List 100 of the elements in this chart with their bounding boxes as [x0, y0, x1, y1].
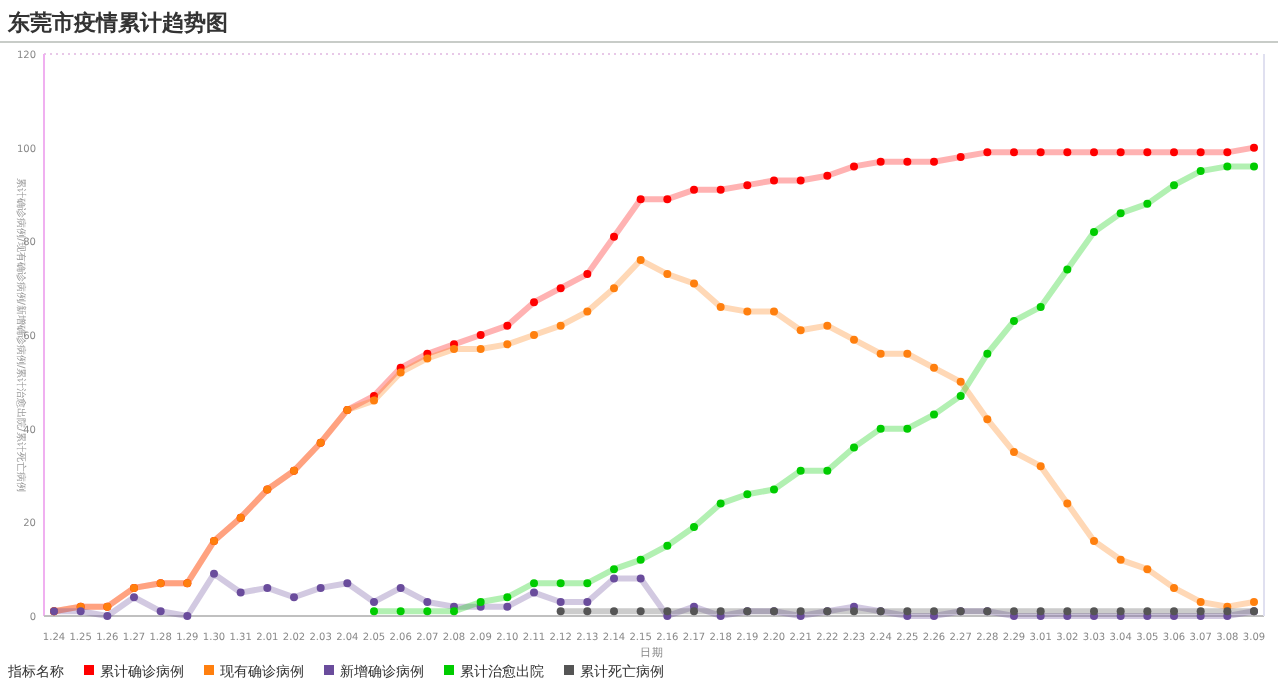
point [76, 607, 85, 616]
point [690, 185, 698, 194]
point [1036, 302, 1045, 311]
point [1143, 148, 1152, 157]
point [316, 583, 325, 592]
point [690, 607, 698, 616]
point [770, 485, 778, 494]
point [716, 499, 725, 508]
point [583, 307, 592, 316]
point [236, 588, 245, 597]
point [556, 597, 565, 606]
point [556, 579, 565, 588]
point [583, 597, 592, 606]
point [1036, 607, 1045, 616]
point [210, 569, 218, 578]
point [370, 396, 378, 405]
point [503, 602, 512, 611]
point [1090, 227, 1098, 236]
point [930, 607, 938, 616]
point [450, 345, 458, 354]
point [903, 349, 912, 358]
point [1250, 162, 1258, 171]
point [610, 232, 618, 241]
point [1170, 583, 1178, 592]
point [1090, 537, 1098, 546]
point [583, 579, 592, 588]
point [530, 588, 538, 597]
point [796, 607, 805, 616]
point [663, 195, 672, 204]
point [903, 157, 912, 166]
point [1196, 597, 1205, 606]
point [663, 270, 672, 279]
point [663, 541, 672, 550]
point [1143, 199, 1152, 208]
point [1170, 148, 1178, 157]
point [583, 270, 592, 279]
point [636, 555, 645, 564]
point [263, 583, 272, 592]
point [396, 583, 405, 592]
point [796, 326, 805, 335]
point [556, 607, 565, 616]
point [663, 607, 672, 616]
point [583, 607, 592, 616]
point [1143, 607, 1152, 616]
point [1063, 148, 1072, 157]
point [956, 377, 965, 386]
point [610, 565, 618, 574]
point [343, 579, 352, 588]
point [983, 349, 992, 358]
point [503, 340, 512, 349]
point [716, 302, 725, 311]
point [530, 298, 538, 307]
point [823, 466, 832, 475]
point [450, 607, 458, 616]
point [903, 424, 912, 433]
point [983, 415, 992, 424]
point [1036, 148, 1045, 157]
point [1036, 462, 1045, 471]
point [503, 321, 512, 330]
point [1063, 499, 1072, 508]
point [1143, 565, 1152, 574]
point [850, 443, 858, 452]
point [1010, 448, 1018, 457]
point [930, 157, 938, 166]
point [716, 185, 725, 194]
point [476, 345, 485, 354]
point [423, 607, 432, 616]
point [796, 466, 805, 475]
point [1170, 181, 1178, 190]
point [796, 176, 805, 185]
point [1250, 597, 1258, 606]
point [850, 162, 858, 171]
point [690, 523, 698, 532]
point [770, 307, 778, 316]
point [930, 363, 938, 372]
point [1116, 607, 1125, 616]
point [1250, 143, 1258, 152]
point [423, 354, 432, 363]
point [1223, 148, 1232, 157]
point [1116, 148, 1125, 157]
point [556, 284, 565, 293]
point [903, 607, 912, 616]
point [1196, 148, 1205, 157]
point [1116, 555, 1125, 564]
point [1090, 148, 1098, 157]
point [530, 331, 538, 339]
point [1196, 607, 1205, 616]
point [1223, 162, 1232, 171]
point [556, 321, 565, 330]
point [743, 307, 752, 316]
point [636, 195, 645, 204]
point [743, 490, 752, 499]
point [850, 335, 858, 344]
point [370, 607, 378, 616]
title: 东莞市疫情累计趋势图 [8, 10, 228, 36]
point [876, 349, 885, 358]
point [983, 148, 992, 157]
point [636, 607, 645, 616]
point [1090, 607, 1098, 616]
point [956, 153, 965, 162]
